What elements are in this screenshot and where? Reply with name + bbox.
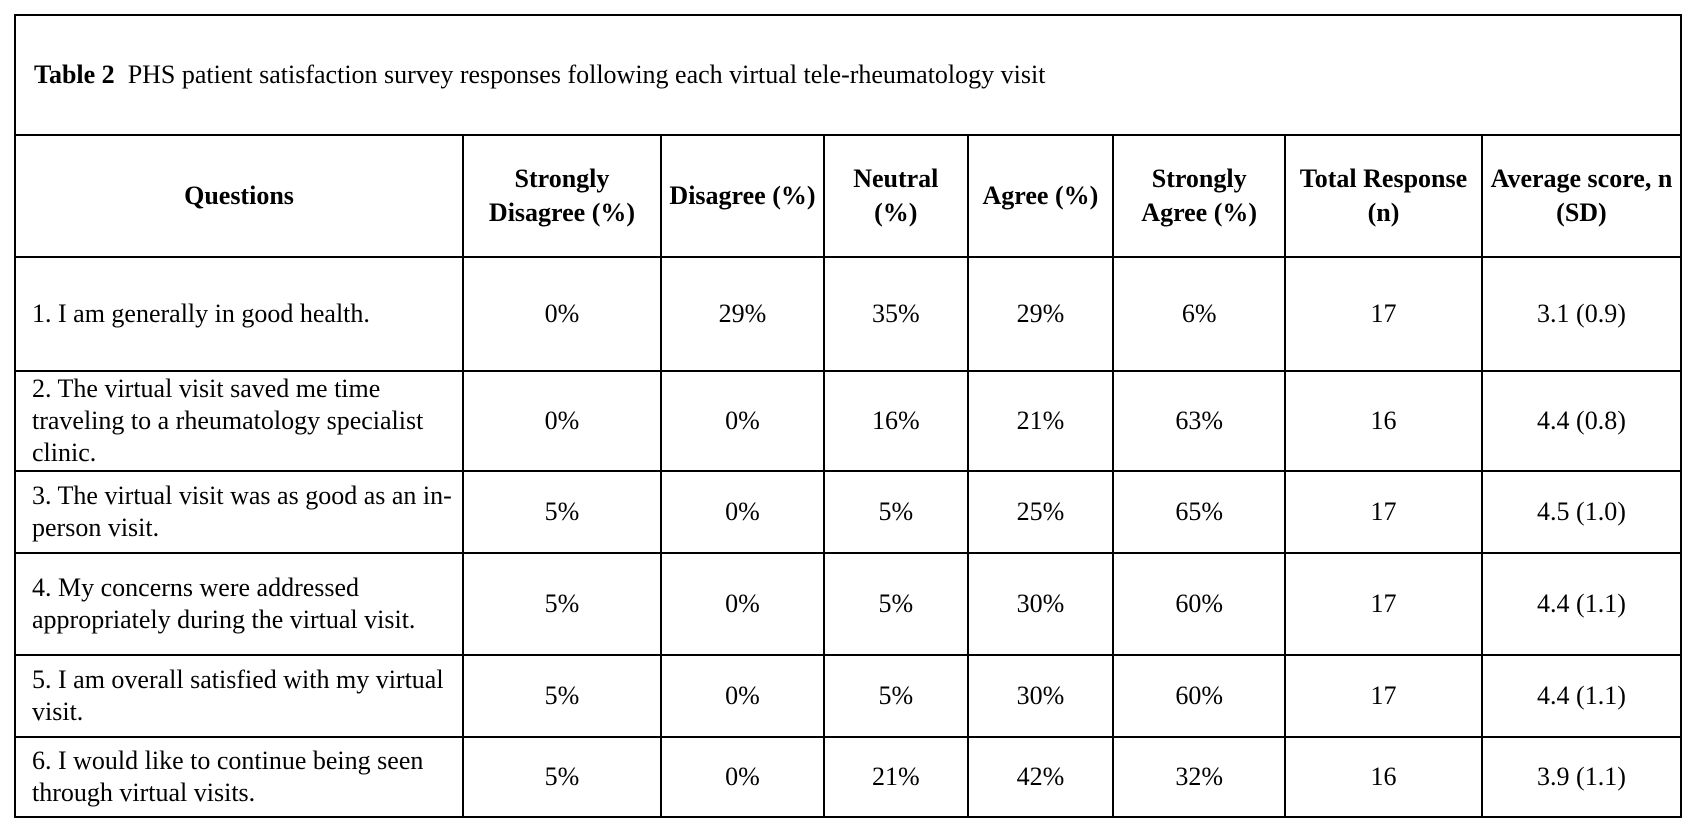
strongly-agree-cell: 60%	[1112, 654, 1287, 738]
average-score-cell: 4.4 (1.1)	[1480, 552, 1683, 656]
question-cell: 4. My concerns were addressed appropriat…	[13, 552, 465, 656]
survey-table: Table 2 PHS patient satisfaction survey …	[13, 14, 1683, 818]
average-score-cell: 3.1 (0.9)	[1480, 256, 1683, 372]
table-row: 6. I would like to continue being seen t…	[13, 736, 1683, 818]
question-cell: 5. I am overall satisfied with my virtua…	[13, 654, 465, 738]
strongly-disagree-cell: 0%	[462, 370, 662, 472]
strongly-agree-cell: 65%	[1112, 470, 1287, 554]
question-cell: 6. I would like to continue being seen t…	[13, 736, 465, 818]
disagree-cell: 0%	[659, 470, 826, 554]
caption-row: Table 2 PHS patient satisfaction survey …	[14, 14, 1682, 136]
table-row: 2. The virtual visit saved me time trave…	[13, 370, 1683, 472]
neutral-cell: 5%	[823, 654, 969, 738]
neutral-cell: 35%	[823, 256, 969, 372]
average-score-cell: 3.9 (1.1)	[1480, 736, 1683, 818]
strongly-disagree-cell: 5%	[462, 736, 662, 818]
agree-cell: 30%	[966, 552, 1115, 656]
strongly-disagree-cell: 0%	[462, 256, 662, 372]
strongly-agree-cell: 6%	[1112, 256, 1287, 372]
neutral-cell: 5%	[823, 470, 969, 554]
header-disagree: Disagree (%)	[659, 134, 826, 258]
question-cell: 3. The virtual visit was as good as an i…	[13, 470, 465, 554]
strongly-disagree-cell: 5%	[462, 552, 662, 656]
total-response-cell: 17	[1284, 470, 1483, 554]
agree-cell: 30%	[966, 654, 1115, 738]
strongly-agree-cell: 60%	[1112, 552, 1287, 656]
table-row: 4. My concerns were addressed appropriat…	[13, 552, 1683, 656]
neutral-cell: 16%	[823, 370, 969, 472]
table-caption: Table 2 PHS patient satisfaction survey …	[14, 14, 1682, 136]
agree-cell: 29%	[966, 256, 1115, 372]
average-score-cell: 4.4 (0.8)	[1480, 370, 1683, 472]
total-response-cell: 17	[1284, 552, 1483, 656]
table-row: 3. The virtual visit was as good as an i…	[13, 470, 1683, 554]
average-score-cell: 4.5 (1.0)	[1480, 470, 1683, 554]
strongly-disagree-cell: 5%	[462, 654, 662, 738]
agree-cell: 21%	[966, 370, 1115, 472]
header-neutral: Neutral (%)	[823, 134, 969, 258]
header-questions: Questions	[13, 134, 465, 258]
caption-label: Table 2	[34, 60, 115, 89]
header-row: Questions Strongly Disagree (%) Disagree…	[13, 134, 1683, 258]
question-cell: 1. I am generally in good health.	[13, 256, 465, 372]
header-total-response: Total Response (n)	[1284, 134, 1483, 258]
table-frame: Table 2 PHS patient satisfaction survey …	[13, 14, 1683, 819]
header-agree: Agree (%)	[966, 134, 1115, 258]
total-response-cell: 16	[1284, 370, 1483, 472]
header-strongly-agree: Strongly Agree (%)	[1112, 134, 1287, 258]
header-strongly-disagree: Strongly Disagree (%)	[462, 134, 662, 258]
strongly-disagree-cell: 5%	[462, 470, 662, 554]
strongly-agree-cell: 63%	[1112, 370, 1287, 472]
header-average-score: Average score, n (SD)	[1480, 134, 1683, 258]
total-response-cell: 16	[1284, 736, 1483, 818]
strongly-agree-cell: 32%	[1112, 736, 1287, 818]
table-row: 1. I am generally in good health. 0% 29%…	[13, 256, 1683, 372]
total-response-cell: 17	[1284, 654, 1483, 738]
disagree-cell: 29%	[659, 256, 826, 372]
table-row: 5. I am overall satisfied with my virtua…	[13, 654, 1683, 738]
disagree-cell: 0%	[659, 552, 826, 656]
total-response-cell: 17	[1284, 256, 1483, 372]
disagree-cell: 0%	[659, 370, 826, 472]
caption-text: PHS patient satisfaction survey response…	[127, 60, 1046, 89]
disagree-cell: 0%	[659, 654, 826, 738]
neutral-cell: 5%	[823, 552, 969, 656]
agree-cell: 25%	[966, 470, 1115, 554]
disagree-cell: 0%	[659, 736, 826, 818]
neutral-cell: 21%	[823, 736, 969, 818]
question-cell: 2. The virtual visit saved me time trave…	[13, 370, 465, 472]
average-score-cell: 4.4 (1.1)	[1480, 654, 1683, 738]
agree-cell: 42%	[966, 736, 1115, 818]
